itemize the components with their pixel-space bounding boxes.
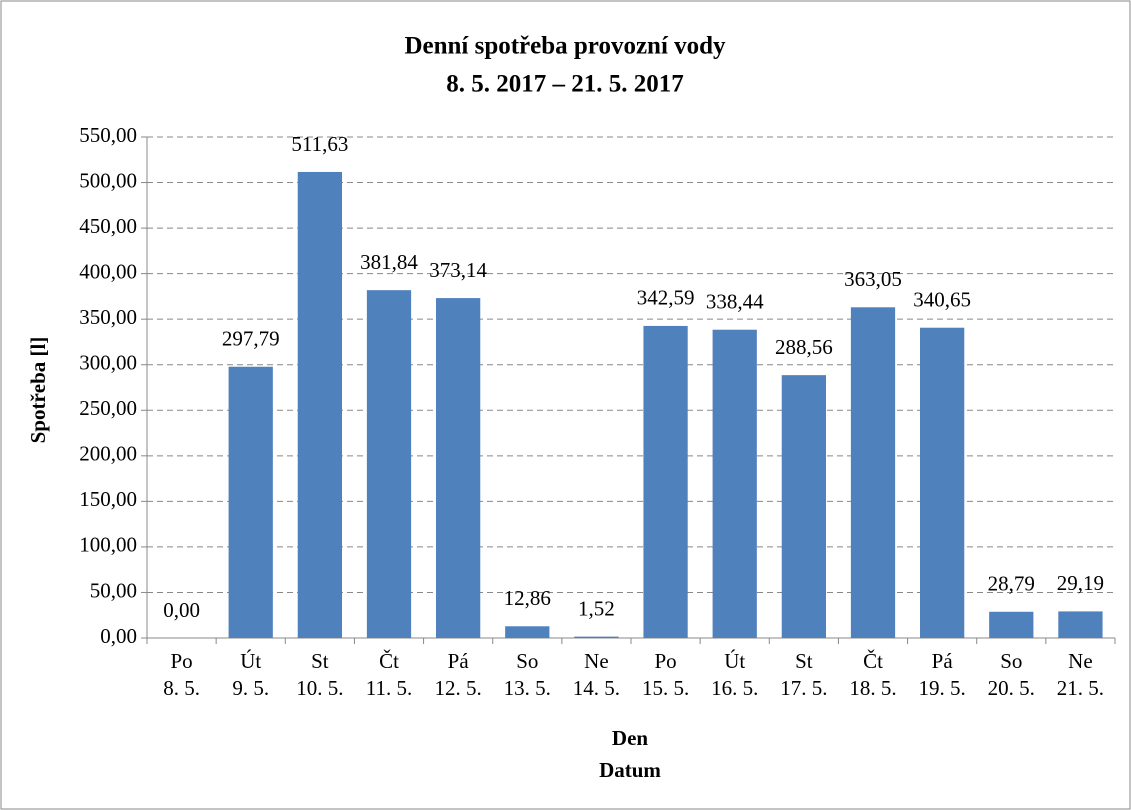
value-label: 363,05 <box>844 267 902 291</box>
bar <box>574 636 619 638</box>
bar <box>1058 611 1103 638</box>
x-tick-label: Čt <box>863 649 883 673</box>
x-tick-label: St <box>795 649 813 673</box>
chart-title: Denní spotřeba provozní vody <box>404 33 726 60</box>
y-tick-label: 150,00 <box>79 487 137 511</box>
x-tick-label: 8. 5. <box>163 676 200 700</box>
value-label: 28,79 <box>988 572 1035 596</box>
x-tick-label: 16. 5. <box>711 676 758 700</box>
y-tick-label: 350,00 <box>79 305 137 329</box>
x-tick-label: Pá <box>932 649 954 673</box>
y-axis-title: Spotřeba [l] <box>26 337 50 444</box>
x-tick-label: 15. 5. <box>642 676 689 700</box>
y-tick-label: 400,00 <box>79 259 137 283</box>
value-label: 0,00 <box>163 598 200 622</box>
y-tick-label: 100,00 <box>79 533 137 557</box>
bar <box>712 329 757 638</box>
y-tick-label: 550,00 <box>79 123 137 147</box>
x-tick-label: 20. 5. <box>988 676 1035 700</box>
bar <box>228 366 273 638</box>
bar <box>505 626 550 638</box>
y-tick-label: 300,00 <box>79 351 137 375</box>
x-tick-label: Út <box>724 649 745 673</box>
x-tick-label: Út <box>240 649 261 673</box>
bar <box>366 290 412 638</box>
bar <box>297 171 342 638</box>
y-tick-label: 50,00 <box>90 578 137 602</box>
x-tick-label: Pá <box>448 649 470 673</box>
bar <box>989 611 1034 638</box>
value-label: 342,59 <box>637 286 695 310</box>
value-label: 297,79 <box>222 327 280 351</box>
value-label: 1,52 <box>578 596 615 620</box>
x-tick-label: 11. 5. <box>366 676 412 700</box>
value-label: 340,65 <box>913 288 971 312</box>
x-tick-label: 19. 5. <box>919 676 966 700</box>
bar <box>920 327 965 638</box>
x-tick-label: So <box>516 649 538 673</box>
bar <box>436 298 481 638</box>
bar <box>781 375 826 638</box>
value-label: 373,14 <box>429 258 487 282</box>
x-tick-label: 21. 5. <box>1057 676 1104 700</box>
y-tick-label: 500,00 <box>79 168 137 192</box>
x-tick-label: Čt <box>379 649 399 673</box>
value-label: 381,84 <box>360 250 418 274</box>
value-label: 511,63 <box>291 132 348 156</box>
x-tick-label: So <box>1000 649 1022 673</box>
x-tick-label: 12. 5. <box>435 676 482 700</box>
x-tick-label: 18. 5. <box>849 676 896 700</box>
chart-subtitle: 8. 5. 2017 – 21. 5. 2017 <box>446 71 684 98</box>
y-tick-label: 0,00 <box>100 624 137 648</box>
x-tick-label: Ne <box>584 649 609 673</box>
x-tick-label: St <box>311 649 329 673</box>
bar <box>643 325 688 638</box>
x-tick-label: 17. 5. <box>780 676 827 700</box>
value-label: 288,56 <box>775 335 833 359</box>
value-label: 29,19 <box>1057 571 1104 595</box>
x-axis-title: Datum <box>599 758 661 782</box>
x-tick-label: 14. 5. <box>573 676 620 700</box>
x-axis-title: Den <box>612 726 648 750</box>
x-tick-label: 9. 5. <box>232 676 269 700</box>
y-tick-label: 200,00 <box>79 442 137 466</box>
value-label: 338,44 <box>706 290 764 314</box>
bar <box>850 307 896 638</box>
y-tick-label: 450,00 <box>79 214 137 238</box>
y-tick-label: 250,00 <box>79 396 137 420</box>
x-tick-label: Po <box>170 649 192 673</box>
x-tick-label: 13. 5. <box>504 676 551 700</box>
value-label: 12,86 <box>504 586 551 610</box>
x-tick-label: Ne <box>1068 649 1093 673</box>
x-tick-label: 10. 5. <box>296 676 343 700</box>
x-tick-label: Po <box>654 649 676 673</box>
